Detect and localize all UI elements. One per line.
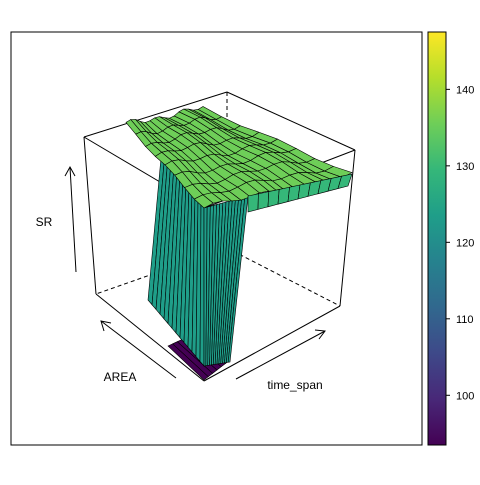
cliff-face-left-cell (199, 202, 205, 367)
box-front-edges (83, 91, 356, 382)
box-edge-left-vertical (83, 136, 97, 295)
axis-arrows (64, 165, 326, 380)
surface (125, 106, 353, 381)
plateau-rim-cell (247, 193, 259, 213)
plateau-rim-cell (297, 182, 311, 200)
z-axis-arrow (69, 166, 77, 273)
x-axis-arrowhead (314, 329, 326, 340)
plateau-top-cell (323, 166, 353, 178)
box-edge-bottom-front-left (95, 293, 205, 382)
box-edge-right-vertical (339, 149, 356, 307)
y-axis-arrow (100, 320, 177, 379)
x-axis-arrow (235, 330, 326, 380)
plateau-rim-cell (267, 189, 280, 208)
box-edge-top-back-left (83, 91, 228, 138)
colorbar-tick-label: 120 (456, 237, 474, 249)
y-axis-arrowhead (100, 320, 112, 332)
colorbar-ticks: 100 110 120 130 140 (446, 84, 474, 402)
box-edge-bottom-front-right (203, 305, 341, 382)
colorbar-tick-label: 130 (456, 161, 474, 173)
colorbar-tick-label: 100 (456, 390, 474, 402)
y-axis-label: AREA (104, 370, 137, 384)
colorbar-tick-label: 110 (456, 314, 474, 326)
plateau-rim-cell (337, 173, 353, 190)
colorbar (427, 31, 447, 446)
colorbar-tick-label: 140 (456, 84, 474, 96)
box-edge-back-right (226, 247, 341, 307)
plateau-rim-cell (257, 191, 270, 210)
z-axis-arrowhead (64, 165, 76, 177)
plot-frame (10, 31, 423, 446)
x-axis-label: time_span (267, 378, 322, 392)
z-axis-label: SR (36, 215, 53, 229)
box-edge-top-back-right (226, 91, 356, 151)
